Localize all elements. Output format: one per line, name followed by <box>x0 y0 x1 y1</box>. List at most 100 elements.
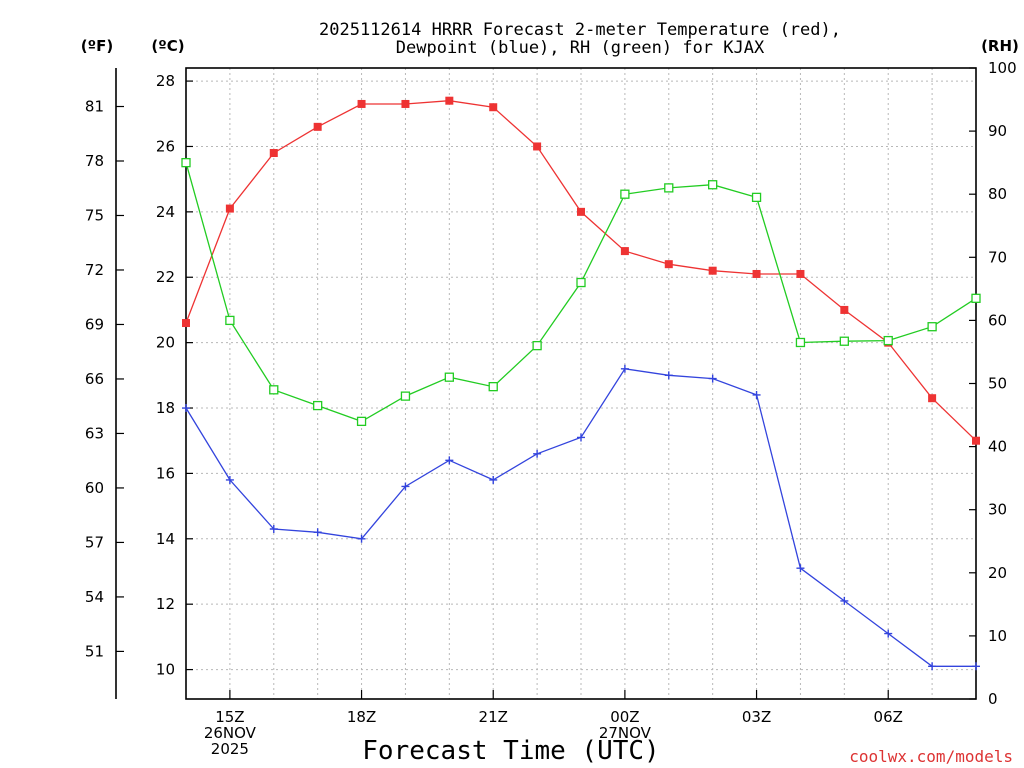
dewpoint-point <box>620 364 629 373</box>
rh-point <box>400 391 411 401</box>
rh-line <box>185 162 977 423</box>
rh-tick-label: 70 <box>988 248 1007 266</box>
celsius-tick-label: 16 <box>156 464 175 482</box>
dewpoint-point <box>796 564 805 573</box>
dewpoint-point <box>928 662 937 671</box>
2-meter-temperature-point <box>533 142 542 151</box>
celsius-tick-label: 18 <box>156 399 175 417</box>
rh-point <box>225 315 235 326</box>
rh-point <box>751 192 762 203</box>
rh-point <box>444 372 454 382</box>
rh-point <box>576 277 586 288</box>
celsius-tick-label: 28 <box>156 72 175 90</box>
2-meter-temperature-point <box>708 266 717 275</box>
rh-tick-label: 0 <box>988 690 998 708</box>
rh-point <box>883 335 893 346</box>
rh-point <box>620 189 630 199</box>
2-meter-temperature-point <box>972 436 980 445</box>
2-meter-temperature-point <box>796 269 805 278</box>
rh-tick-label: 80 <box>988 185 1007 203</box>
celsius-tick-label: 10 <box>156 661 175 679</box>
dewpoint-point <box>840 596 849 605</box>
dewpoint-point <box>489 475 498 484</box>
rh-point <box>795 337 806 348</box>
fahrenheit-tick-label: 75 <box>85 206 104 224</box>
2-meter-temperature-point <box>269 149 278 158</box>
rh-point <box>313 400 323 411</box>
fahrenheit-tick-label: 57 <box>85 533 104 551</box>
fahrenheit-tick-label: 81 <box>85 98 104 116</box>
rh-tick-label: 40 <box>988 438 1007 456</box>
rh-unit-label: (RH) <box>981 37 1019 55</box>
fahrenheit-tick-label: 69 <box>85 315 104 333</box>
grid-lines <box>186 68 976 699</box>
2-meter-temperature-point <box>357 99 366 108</box>
2-meter-temperature-point <box>840 305 849 314</box>
rh-point <box>927 322 937 332</box>
x-tick-label: 21Z <box>479 708 508 726</box>
x-tick-label: 18Z <box>347 708 376 726</box>
celsius-tick-label: 22 <box>156 268 175 286</box>
rh-point <box>532 340 542 351</box>
fahrenheit-tick-label: 60 <box>85 479 104 497</box>
dewpoint-point <box>182 404 190 413</box>
fahrenheit-tick-label: 66 <box>85 370 104 388</box>
rh-tick-label: 60 <box>988 311 1007 329</box>
rh-point <box>664 183 674 193</box>
2-meter-temperature-point <box>225 204 234 213</box>
fahrenheit-tick-label: 51 <box>85 642 104 660</box>
fahrenheit-tick-label: 78 <box>85 152 104 170</box>
rh-point <box>181 157 191 168</box>
dewpoint-point <box>445 456 454 465</box>
dewpoint-point <box>884 629 893 638</box>
chart-title-line-1: 2025112614 HRRR Forecast 2-meter Tempera… <box>319 20 841 40</box>
rh-tick-label: 30 <box>988 501 1007 519</box>
dewpoint-point <box>401 482 410 491</box>
dewpoint-point <box>357 534 366 543</box>
axis-ticks: 10 12 14 16 18 20 22 24 26 28 51 54 57 60 63 66 69 72 75 78… <box>85 59 1017 758</box>
2-meter-temperature-point <box>401 99 410 108</box>
dewpoint-point <box>708 374 717 383</box>
dewpoint-point <box>664 371 673 380</box>
2-meter-temperature-point <box>577 207 585 216</box>
credit-text[interactable]: coolwx.com/models <box>849 747 1013 766</box>
x-axis-title: Forecast Time (UTC) <box>362 736 659 766</box>
dewpoint-point <box>533 449 542 458</box>
celsius-tick-label: 20 <box>156 334 175 352</box>
celsius-tick-label: 14 <box>156 530 175 548</box>
rh-tick-label: 100 <box>988 59 1017 77</box>
2-meter-temperature-point <box>182 319 190 328</box>
rh-point <box>971 293 981 303</box>
dewpoint-point <box>972 662 980 671</box>
x-tick-label: 26NOV <box>204 724 257 742</box>
dewpoint-point <box>313 528 322 537</box>
rh-point <box>708 180 718 190</box>
dewpoint-point <box>225 475 234 484</box>
2-meter-temperature-point <box>489 103 498 112</box>
2-meter-temperature-point <box>752 269 761 278</box>
celsius-tick-label: 12 <box>156 595 175 613</box>
rh-tick-label: 10 <box>988 627 1007 645</box>
dewpoint-point <box>269 524 278 533</box>
x-tick-label: 06Z <box>874 708 903 726</box>
fahrenheit-tick-label: 63 <box>85 424 104 442</box>
2-meter-temperature-point <box>664 260 673 269</box>
celsius-unit-label: (ºC) <box>151 37 184 55</box>
chart-title-line-2: Dewpoint (blue), RH (green) for KJAX <box>396 38 765 58</box>
celsius-tick-label: 24 <box>156 203 175 221</box>
2-meter-temperature-point <box>313 122 322 131</box>
rh-point <box>269 385 279 395</box>
fahrenheit-tick-label: 54 <box>85 588 104 606</box>
rh-tick-label: 50 <box>988 375 1007 393</box>
x-tick-label: 27NOV <box>599 724 652 742</box>
2-meter-temperature-point <box>445 96 454 105</box>
x-tick-label: 2025 <box>211 740 249 758</box>
celsius-tick-label: 26 <box>156 137 175 155</box>
dewpoint-point <box>577 433 585 442</box>
rh-point <box>356 416 367 427</box>
dewpoint-point <box>752 390 761 399</box>
rh-tick-label: 20 <box>988 564 1007 582</box>
x-tick-label: 15Z <box>215 708 244 726</box>
2-meter-temperature-point <box>620 247 629 256</box>
